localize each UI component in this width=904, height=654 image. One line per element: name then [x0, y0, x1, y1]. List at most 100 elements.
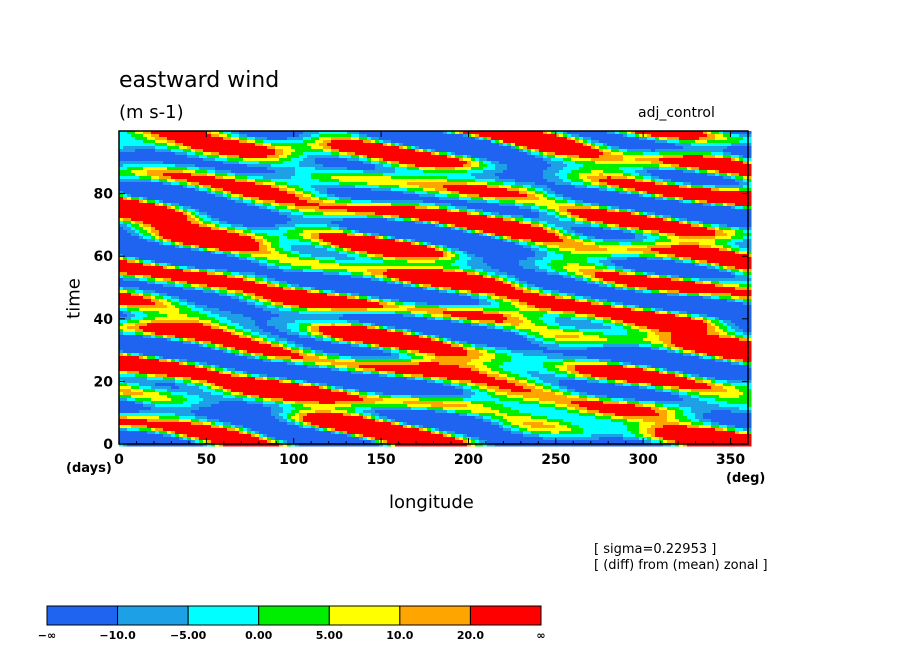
- heatmap-cell: [723, 194, 728, 198]
- heatmap-cell: [503, 206, 508, 210]
- heatmap-cell: [479, 146, 484, 150]
- heatmap-cell: [627, 188, 632, 192]
- heatmap-cell: [535, 173, 540, 177]
- heatmap-cell: [647, 170, 652, 174]
- heatmap-cell: [359, 167, 364, 171]
- heatmap-cell: [739, 161, 744, 165]
- heatmap-cell: [263, 149, 268, 153]
- heatmap-cell: [471, 224, 476, 228]
- heatmap-cell: [539, 131, 544, 135]
- heatmap-cell: [475, 137, 480, 141]
- heatmap-cell: [367, 143, 372, 147]
- heatmap-cell: [603, 191, 608, 195]
- heatmap-cell: [627, 131, 632, 135]
- heatmap-cell: [583, 143, 588, 147]
- heatmap-cell: [735, 131, 740, 135]
- heatmap-cell: [231, 221, 236, 225]
- heatmap-cell: [503, 212, 508, 216]
- heatmap-cell: [575, 164, 580, 168]
- heatmap-cell: [551, 176, 556, 180]
- heatmap-cell: [619, 188, 624, 192]
- heatmap-cell: [455, 206, 460, 210]
- heatmap-cell: [531, 167, 536, 171]
- heatmap-cell: [675, 170, 680, 174]
- heatmap-cell: [259, 218, 264, 222]
- heatmap-cell: [195, 182, 200, 186]
- heatmap-cell: [227, 191, 232, 195]
- heatmap-cell: [395, 224, 400, 228]
- heatmap-cell: [583, 146, 588, 150]
- heatmap-cell: [267, 224, 272, 228]
- heatmap-cell: [463, 194, 468, 198]
- heatmap-cell: [599, 179, 604, 183]
- heatmap-cell: [567, 143, 572, 147]
- heatmap-cell: [379, 212, 384, 216]
- heatmap-cell: [443, 161, 448, 165]
- heatmap-cell: [199, 158, 204, 162]
- heatmap-cell: [123, 155, 128, 159]
- heatmap-cell: [399, 176, 404, 180]
- heatmap-cell: [435, 200, 440, 204]
- heatmap-cell: [287, 161, 292, 165]
- heatmap-cell: [195, 149, 200, 153]
- heatmap-cell: [619, 149, 624, 153]
- heatmap-cell: [159, 158, 164, 162]
- heatmap-cell: [663, 140, 668, 144]
- heatmap-cell: [667, 167, 672, 171]
- heatmap-cell: [267, 146, 272, 150]
- heatmap-cell: [327, 152, 332, 156]
- heatmap-cell: [663, 167, 668, 171]
- heatmap-cell: [399, 167, 404, 171]
- heatmap-cell: [587, 161, 592, 165]
- heatmap-cell: [447, 185, 452, 189]
- heatmap-cell: [543, 134, 548, 138]
- heatmap-cell: [227, 137, 232, 141]
- heatmap-cell: [475, 197, 480, 201]
- heatmap-cell: [591, 203, 596, 207]
- heatmap-cell: [307, 173, 312, 177]
- heatmap-cell: [595, 140, 600, 144]
- heatmap-cell: [351, 167, 356, 171]
- heatmap-cell: [431, 143, 436, 147]
- heatmap-cell: [299, 206, 304, 210]
- heatmap-cell: [243, 221, 248, 225]
- heatmap-cell: [399, 149, 404, 153]
- heatmap-cell: [363, 170, 368, 174]
- heatmap-cell: [227, 152, 232, 156]
- heatmap-cell: [635, 152, 640, 156]
- heatmap-cell: [207, 185, 212, 189]
- heatmap-cell: [279, 212, 284, 216]
- heatmap-cell: [483, 197, 488, 201]
- heatmap-cell: [583, 209, 588, 213]
- heatmap-cell: [303, 173, 308, 177]
- heatmap-cell: [479, 209, 484, 213]
- heatmap-cell: [223, 212, 228, 216]
- heatmap-cell: [691, 197, 696, 201]
- heatmap-cell: [395, 206, 400, 210]
- heatmap-cell: [179, 206, 184, 210]
- heatmap-cell: [691, 218, 696, 222]
- heatmap-cell: [411, 182, 416, 186]
- heatmap-cell: [407, 146, 412, 150]
- heatmap-cell: [719, 140, 724, 144]
- heatmap-cell: [331, 167, 336, 171]
- heatmap-cell: [355, 179, 360, 183]
- heatmap-cell: [575, 146, 580, 150]
- heatmap-cell: [443, 131, 448, 135]
- heatmap-cell: [495, 173, 500, 177]
- heatmap-cell: [127, 221, 132, 225]
- heatmap-cell: [291, 218, 296, 222]
- heatmap-cell: [135, 152, 140, 156]
- heatmap-cell: [423, 182, 428, 186]
- heatmap-cell: [259, 134, 264, 138]
- heatmap-cell: [467, 197, 472, 201]
- heatmap-cell: [523, 188, 528, 192]
- heatmap-cell: [179, 200, 184, 204]
- heatmap-cell: [659, 173, 664, 177]
- heatmap-cell: [459, 188, 464, 192]
- heatmap-cell: [727, 182, 732, 186]
- heatmap-cell: [571, 131, 576, 135]
- heatmap-cell: [243, 182, 248, 186]
- heatmap-cell: [643, 215, 648, 219]
- heatmap-cell: [483, 149, 488, 153]
